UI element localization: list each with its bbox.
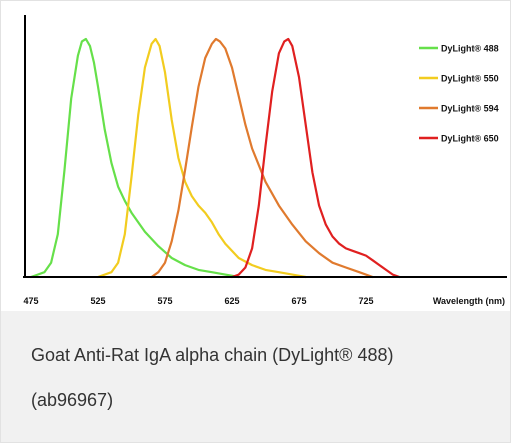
image-caption: Goat Anti-Rat IgA alpha chain (DyLight® … xyxy=(1,311,510,442)
caption-title: Goat Anti-Rat IgA alpha chain (DyLight® … xyxy=(31,345,394,365)
x-tick-label: 625 xyxy=(224,296,239,306)
legend: DyLight® 488 DyLight® 550 DyLight® 594 DyLi… xyxy=(419,44,499,144)
x-tick-label: 675 xyxy=(291,296,306,306)
legend-label-4: DyLight® 650 xyxy=(441,134,499,144)
series-line-2 xyxy=(96,37,307,279)
x-tick-label: 525 xyxy=(90,296,105,306)
x-tick-label: 725 xyxy=(358,296,373,306)
series-line-1 xyxy=(29,37,240,279)
caption-catalog-number: (ab96967) xyxy=(31,390,114,410)
x-tick-label: 475 xyxy=(23,296,38,306)
legend-label-2: DyLight® 550 xyxy=(441,74,499,84)
series-layer xyxy=(29,37,401,279)
x-tick-labels: 475 525 575 625 675 725 xyxy=(23,296,373,306)
emission-spectra-chart: 475 525 575 625 675 725 Wavelength (nm) DyLig… xyxy=(1,1,510,311)
series-line-4 xyxy=(230,37,401,279)
axes-layer xyxy=(23,15,507,278)
chart-canvas: 475 525 575 625 675 725 Wavelength (nm) DyLig… xyxy=(23,15,507,306)
legend-label-1: DyLight® 488 xyxy=(441,44,499,54)
legend-label-3: DyLight® 594 xyxy=(441,104,499,114)
x-tick-label: 575 xyxy=(157,296,172,306)
x-axis-label: Wavelength (nm) xyxy=(433,296,505,306)
series-line-3 xyxy=(150,37,374,279)
